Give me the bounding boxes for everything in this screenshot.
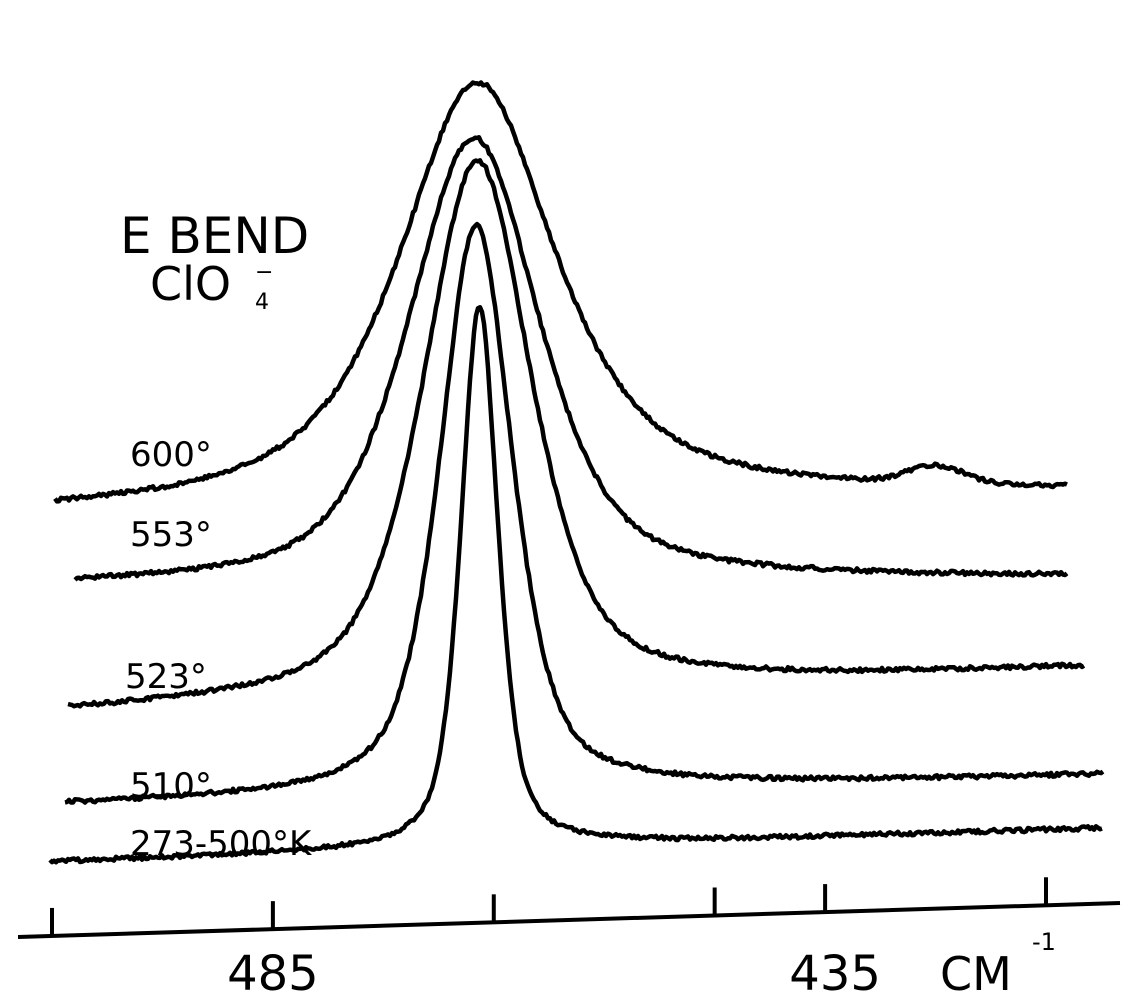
series-line — [67, 158, 1086, 709]
subtitle-subscript: 4 — [255, 290, 269, 315]
x-unit-label: CM — [940, 947, 1012, 1001]
x-axis-ticks: 485 435 — [50, 877, 1048, 1002]
subtitle-charge: − — [255, 260, 273, 285]
series-label: 600° — [130, 435, 212, 475]
x-axis — [17, 901, 1121, 939]
series-line — [64, 221, 1105, 805]
series-labels: 600° 553° 523° 510° 273-500°K — [125, 435, 313, 864]
x-unit-exponent: -1 — [1032, 928, 1056, 956]
series-line — [73, 135, 1069, 582]
chart-title: E BEND — [120, 207, 309, 265]
series-label: 553° — [130, 515, 212, 555]
chart-subtitle: ClO − 4 — [150, 257, 273, 315]
series-label: 273-500°K — [130, 824, 313, 864]
series-label: 523° — [125, 657, 207, 697]
series-line — [48, 304, 1103, 865]
series-label: 510° — [130, 766, 212, 806]
x-tick-label: 485 — [227, 946, 319, 1002]
x-axis-unit: CM -1 — [940, 928, 1056, 1001]
series-line — [53, 80, 1068, 504]
spectra-curves — [48, 80, 1105, 865]
x-axis-line — [17, 901, 1121, 939]
subtitle-main: ClO — [150, 257, 231, 311]
x-tick-label: 435 — [789, 946, 881, 1002]
